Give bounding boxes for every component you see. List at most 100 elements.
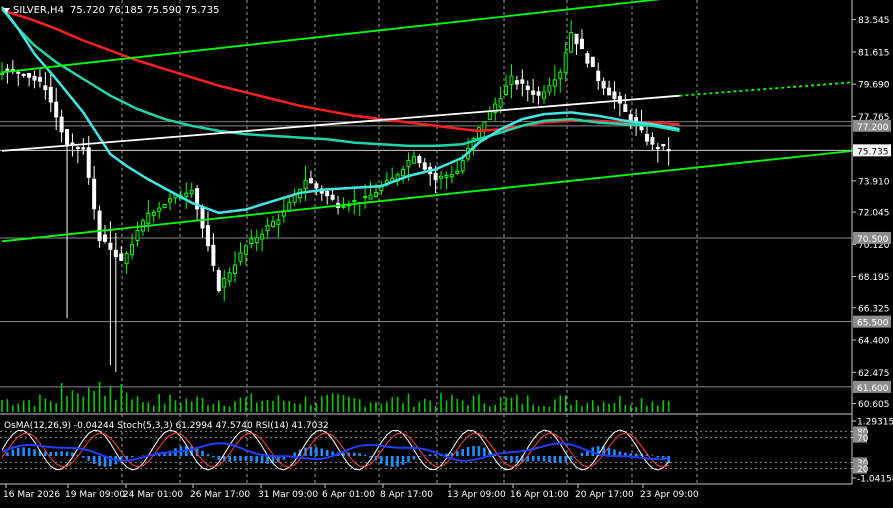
osc-level-box	[853, 426, 867, 437]
candle-body	[27, 72, 32, 78]
level-label: 65.500	[857, 319, 889, 329]
candle-body	[520, 79, 525, 84]
candle-body	[352, 199, 357, 202]
series-ma_teal	[1, 7, 680, 148]
candle-body	[287, 201, 292, 212]
time-tick-label: 24 Mar 01:00	[123, 490, 183, 500]
price-tick-label: 64.400	[858, 337, 890, 347]
candle-body	[157, 207, 162, 212]
candle-body	[666, 149, 671, 152]
candle-body	[401, 169, 406, 177]
candle-body	[547, 85, 552, 93]
symbol-dropdown-icon[interactable]	[3, 8, 10, 13]
candle-body	[455, 170, 460, 174]
candle-body	[536, 91, 541, 96]
candle-body	[596, 70, 601, 82]
candle-body	[195, 188, 200, 210]
current-price-box	[853, 144, 891, 157]
candle-body	[32, 75, 37, 81]
time-tick-label: 6 Apr 01:00	[322, 490, 375, 500]
time-tick-label: 13 Apr 09:00	[447, 490, 506, 500]
candle-body	[75, 146, 80, 150]
osc-tick-label: -1.04158	[857, 475, 893, 485]
candle-body	[227, 272, 232, 282]
candle-body	[411, 156, 416, 164]
time-tick-label: 23 Apr 09:00	[640, 490, 699, 500]
candle-body	[531, 90, 536, 95]
level-label: 77.200	[857, 123, 889, 133]
candle-body	[574, 33, 579, 45]
candle-body	[81, 147, 86, 150]
candle-body	[92, 178, 97, 210]
candle-body	[54, 101, 59, 118]
series-channel_lower	[1, 150, 853, 243]
price-tick-label: 60.605	[858, 400, 890, 410]
osc-level-box	[853, 457, 867, 468]
candle-body	[444, 174, 449, 179]
candle-body	[0, 73, 4, 76]
price-tick-label: 68.195	[858, 273, 890, 283]
price-tick-label: 62.475	[858, 369, 890, 379]
candle-body	[21, 73, 26, 76]
candle-body	[211, 244, 216, 266]
candle-body	[563, 52, 568, 73]
candle-body	[271, 221, 275, 228]
candle-body	[612, 91, 617, 100]
candle-body	[406, 159, 411, 168]
candle-body	[661, 143, 666, 147]
rsi-line	[1, 442, 669, 462]
candle-body	[102, 234, 107, 242]
candle-body	[184, 192, 189, 197]
time-tick-label: 31 Mar 09:00	[258, 490, 318, 500]
candle-body	[368, 194, 373, 200]
candle-body	[325, 191, 330, 197]
price-tick-label: 70.120	[858, 241, 890, 251]
candle-body	[233, 264, 238, 274]
candle-body	[200, 207, 205, 229]
candle-body	[422, 162, 427, 170]
price-tick-label: 83.545	[858, 16, 890, 26]
candle-body	[476, 127, 481, 139]
osc-level-box	[853, 432, 867, 443]
candle-body	[43, 85, 48, 91]
candle-body	[16, 71, 21, 74]
level-labels: 77.200 70.500 65.500 61.600 75.735	[853, 119, 891, 394]
candle-body	[341, 205, 346, 208]
indicator-lines	[0, 0, 853, 243]
candle-body	[525, 85, 530, 91]
series-ma_cyan	[0, 6, 680, 215]
candle-body	[308, 178, 313, 184]
candle-body	[146, 212, 151, 224]
tick-volumes	[1, 381, 670, 412]
candle-body	[276, 219, 281, 226]
candle-body	[135, 229, 140, 242]
series-channel_upper	[1, 0, 661, 74]
candle-body	[189, 190, 194, 195]
candle-body	[601, 80, 606, 89]
candle-body	[493, 103, 498, 113]
candle-body	[607, 87, 612, 96]
candle-body	[249, 238, 254, 245]
price-tick-label: 81.615	[858, 48, 890, 58]
candle-body	[644, 133, 649, 142]
candle-body	[373, 192, 378, 198]
candle-body	[65, 129, 70, 145]
symbol-label: SILVER,H4	[13, 5, 64, 16]
candle-body	[509, 75, 514, 86]
candle-body	[59, 116, 64, 133]
candle-body	[97, 210, 102, 242]
time-tick-label: 8 Apr 17:00	[380, 490, 433, 500]
candle-body	[460, 160, 465, 172]
oscillator-title: OsMA(12,26,9) -0.04244 Stoch(5,3,3) 61.2…	[4, 421, 329, 431]
osc-tick-label: 20	[857, 465, 869, 475]
candle-body	[151, 211, 156, 216]
price-tick-label: 73.910	[858, 177, 890, 187]
level-label-box	[853, 315, 891, 328]
candle-body	[330, 194, 335, 200]
oscillator-panel	[0, 429, 852, 471]
chart-header: SILVER,H4 75.720 76.185 75.590 75.735	[3, 5, 220, 16]
candle-body	[238, 252, 243, 262]
candle-body	[650, 136, 655, 145]
